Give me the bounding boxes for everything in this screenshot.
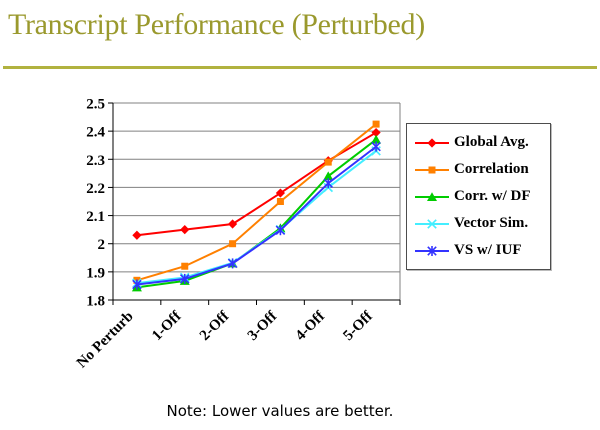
y-tick-label: 2.1 [86,209,105,225]
y-tick-label: 2.5 [86,97,105,113]
legend-item-correlation: Correlation [414,156,546,183]
legend-marker [428,166,436,173]
y-tick-label: 1.8 [86,294,105,310]
x-category-label: 4-Off [293,308,329,344]
marker-corr-w-df-4 [323,171,334,181]
x-category-label: No Perturb [74,309,137,372]
y-tick-label: 2.4 [86,125,105,141]
marker-vs-w-iuf-5 [371,141,381,152]
marker-vs-w-iuf-3 [275,225,286,235]
series-line-correlation [136,123,377,282]
legend-marker [427,245,437,256]
x-marker-icon [415,218,449,229]
footnote: Note: Lower values are better. [166,402,394,420]
legend-label: Vector Sim. [454,215,529,231]
triangle-marker-icon [415,191,449,201]
marker-correlation-1 [181,262,189,270]
legend-item-vs-w-iuf: VS w/ IUF [414,237,546,264]
y-tick-label: 2 [98,237,106,253]
marker-vs-w-iuf-4 [323,178,334,188]
line-chart-plot: 2.5 2.4 2.3 2.2 2.1 2 1.9 1.8No Perturb 1-Off 2-O… [74,97,401,372]
slide-title: Transcript Performance (Perturbed) [8,8,425,41]
marker-correlation-5 [372,120,380,128]
legend-label: Corr. w/ DF [454,188,531,204]
y-tick-label: 2.3 [86,153,105,169]
series-line-corr-w-df [136,138,377,289]
square-marker-icon [415,166,449,173]
marker-vs-w-iuf-1 [179,274,190,284]
title-rule [3,66,597,69]
marker-vs-w-iuf-0 [132,279,142,290]
legend-label: Global Avg. [454,134,529,150]
marker-vs-w-iuf-2 [227,258,238,269]
asterisk-marker-icon [415,245,449,256]
chart: 2.5 2.4 2.3 2.2 2.1 2 1.9 1.8 No Perturb 1-Off 2-O… [0,90,600,400]
legend-marker [427,218,437,229]
series-line-vector-sim [136,150,377,285]
x-category-label: 5-Off [340,308,376,344]
marker-global-avg-1 [180,225,190,235]
legend-marker [427,191,437,201]
marker-correlation-4 [324,158,332,166]
marker-corr-w-df-5 [371,134,382,144]
legend-label: Correlation [454,161,529,177]
marker-correlation-2 [229,240,237,248]
series-line-vs-w-iuf [136,145,377,286]
y-tick-label: 2.2 [86,181,105,197]
x-category-label: 2-Off [197,308,233,344]
x-category-label: 3-Off [245,308,281,344]
legend-item-vector-sim: Vector Sim. [414,210,546,237]
marker-global-avg-2 [227,219,238,229]
legend-marker [427,137,437,148]
marker-global-avg-0 [132,230,142,240]
y-tick-label: 1.9 [86,265,105,281]
chart-legend: Global Avg. Correlation Corr. w/ DF Vector … [406,123,551,270]
diamond-marker-icon [415,137,449,148]
legend-label: VS w/ IUF [454,242,522,258]
series-line-global-avg [136,131,377,237]
marker-global-avg-5 [371,127,381,138]
legend-item-corr-w-df: Corr. w/ DF [414,183,546,210]
legend-item-global-avg: Global Avg. [414,129,546,156]
marker-correlation-3 [276,198,284,205]
x-category-label: 1-Off [149,308,185,344]
